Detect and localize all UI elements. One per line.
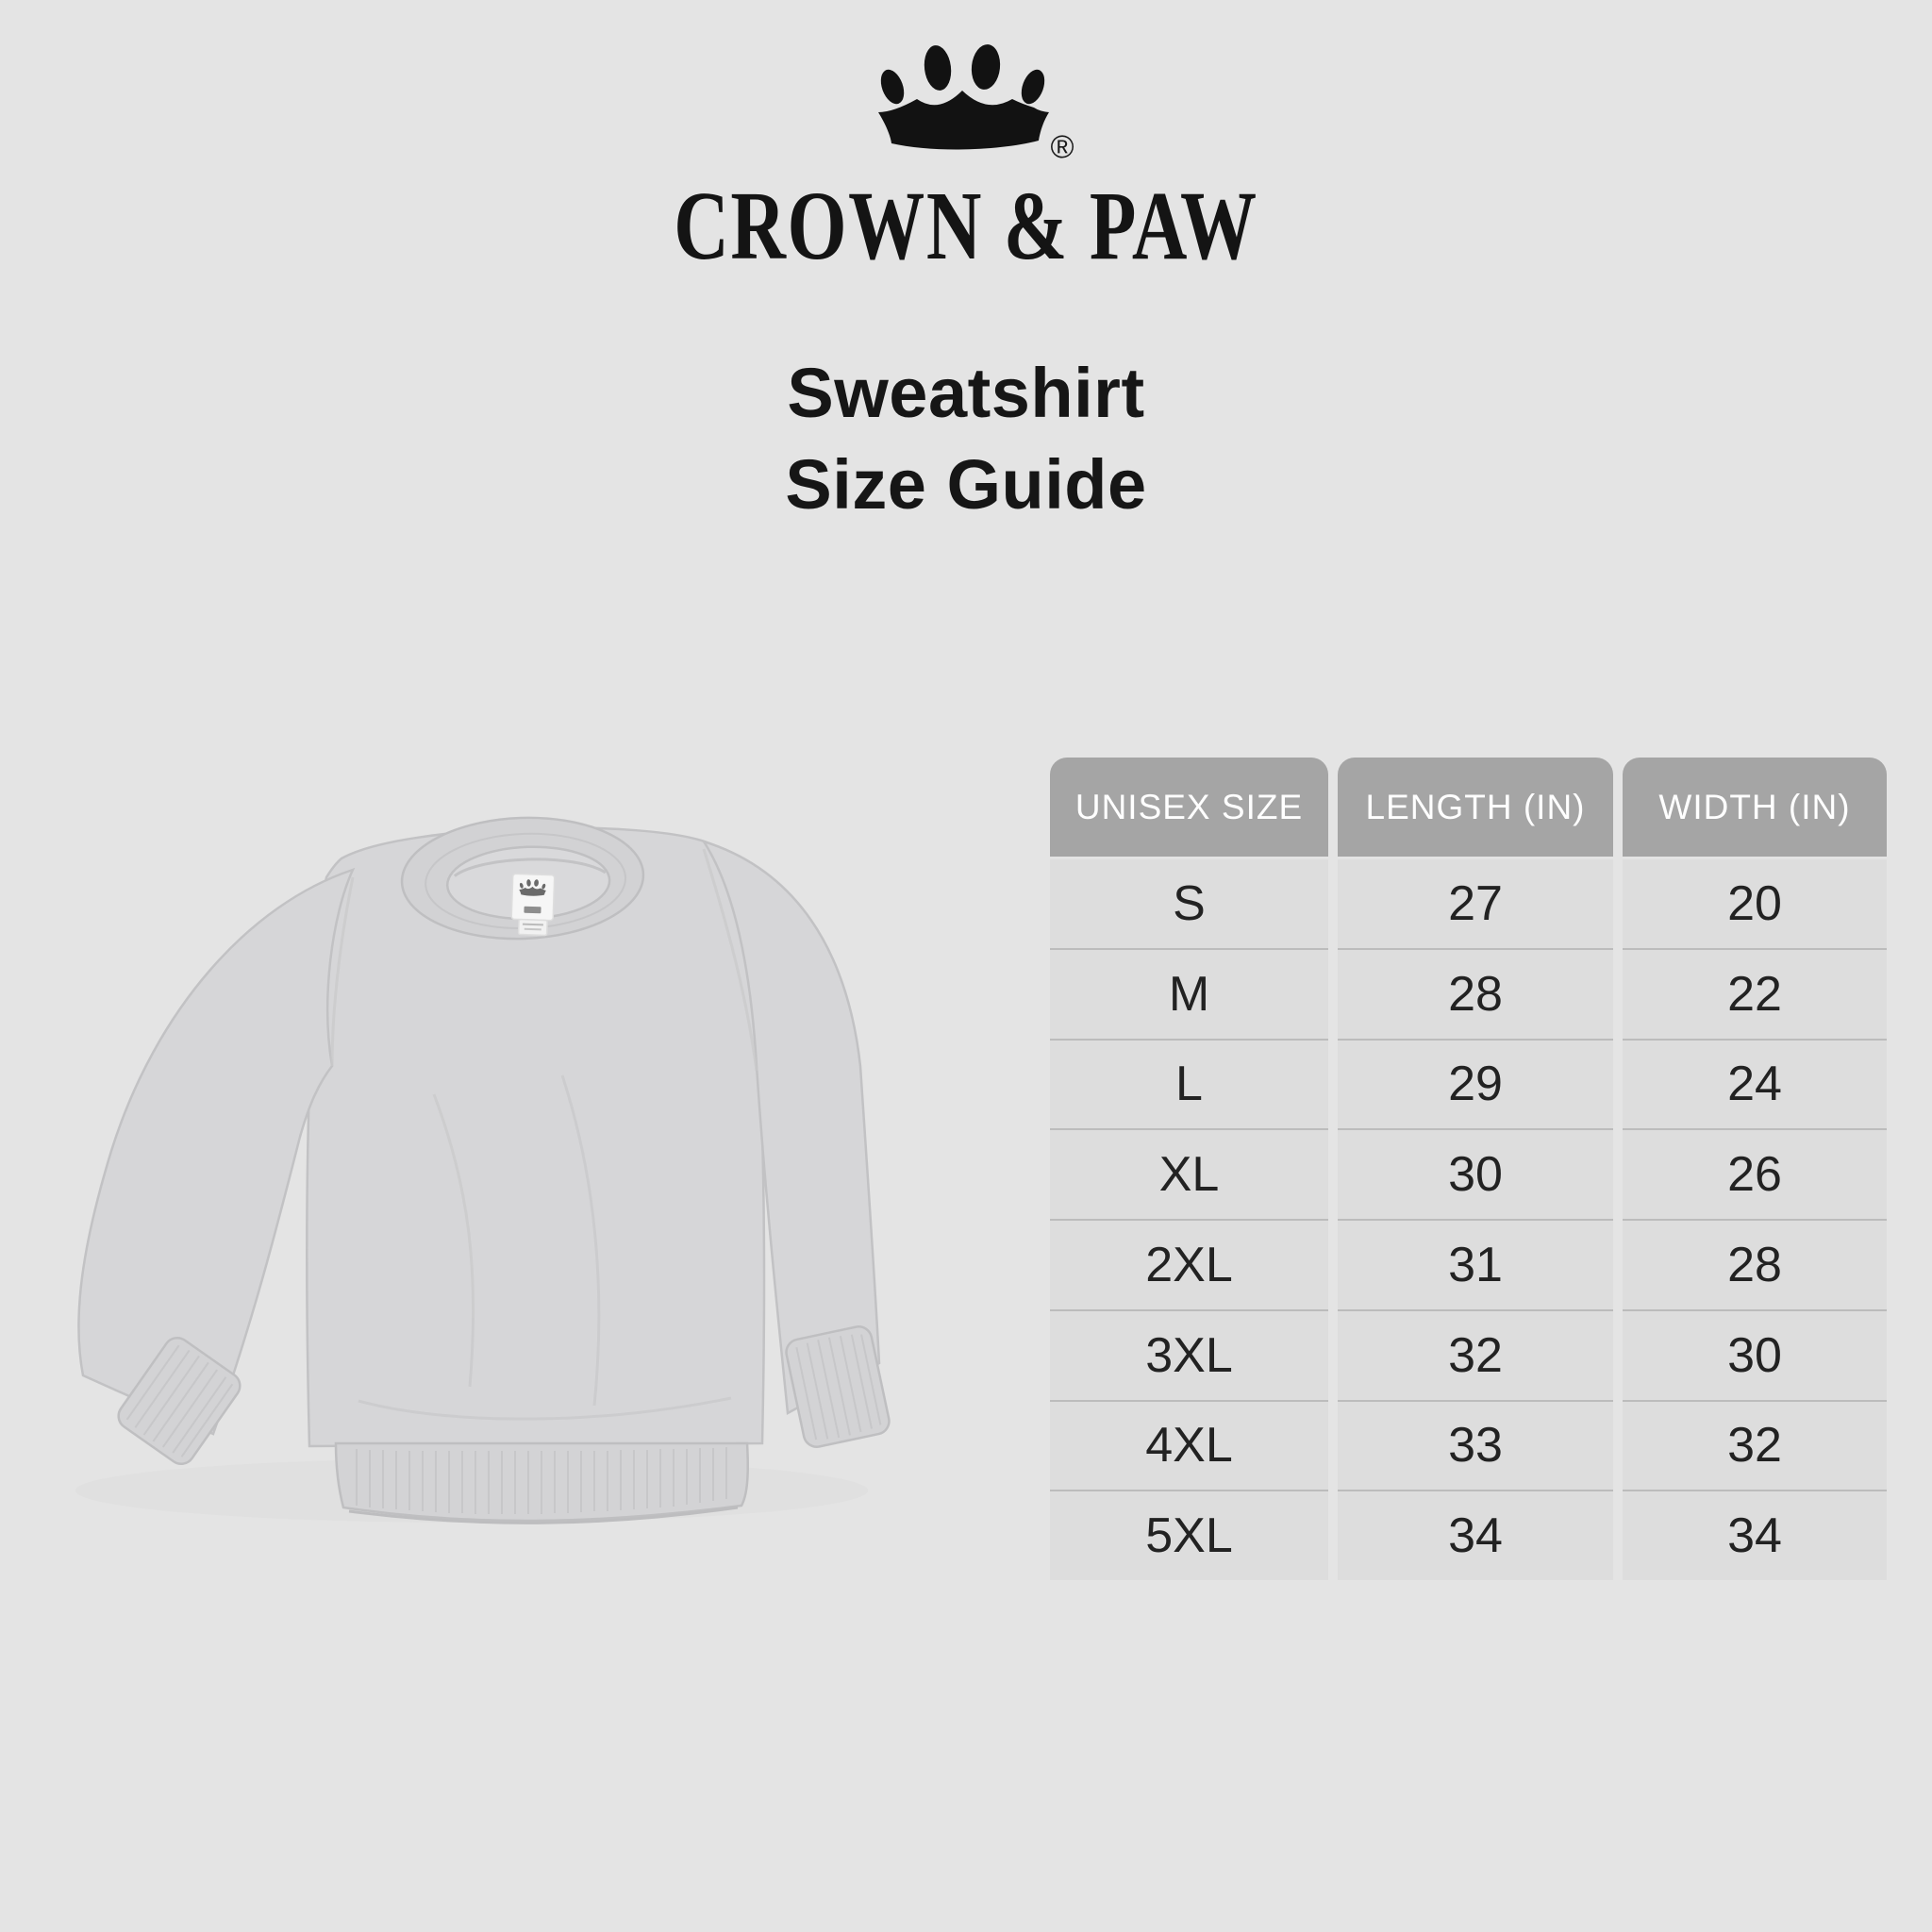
size-cell: S [1050, 859, 1328, 948]
length-cell: 29 [1338, 1038, 1613, 1129]
registered-mark: ® [1050, 129, 1074, 165]
paw-toe-inner-left [924, 45, 952, 91]
size-cell: 3XL [1050, 1308, 1328, 1400]
length-cell: 34 [1338, 1490, 1613, 1580]
size-table: UNISEX SIZE S M L XL 2XL 3XL 4XL 5XL LEN… [1050, 758, 1887, 1580]
sweatshirt-illustration [75, 816, 891, 1524]
waistband [334, 1441, 749, 1524]
length-cell: 27 [1338, 859, 1613, 948]
right-sleeve [701, 839, 881, 1415]
crease-line [432, 1093, 475, 1388]
crown-paw-icon: ® [878, 44, 1074, 165]
collar-inner-shadow [453, 858, 607, 877]
size-cell: 2XL [1050, 1219, 1328, 1309]
length-cell: 31 [1338, 1219, 1613, 1309]
paw-toe-outer-left [880, 69, 905, 105]
width-cell: 30 [1623, 1308, 1887, 1400]
brand-logo: ® [848, 38, 1086, 166]
paw-toe-outer-right [1021, 69, 1045, 105]
tag-crown-icon [519, 879, 546, 896]
width-cell: 34 [1623, 1490, 1887, 1580]
length-cell: 30 [1338, 1128, 1613, 1219]
paw-toe-inner-right [971, 44, 1001, 90]
crown-shape [878, 91, 1049, 150]
hem-line [348, 1506, 739, 1524]
neck-tag [510, 873, 556, 937]
size-cell: XL [1050, 1128, 1328, 1219]
size-cell: 5XL [1050, 1490, 1328, 1580]
width-cell: 26 [1623, 1128, 1887, 1219]
size-column: UNISEX SIZE S M L XL 2XL 3XL 4XL 5XL [1050, 758, 1328, 1580]
right-cuff [785, 1325, 891, 1448]
product-image [28, 783, 906, 1538]
crease-line [358, 1396, 732, 1421]
crease-line [560, 1074, 601, 1407]
length-cell: 32 [1338, 1308, 1613, 1400]
width-column: WIDTH (IN) 20 22 24 26 28 30 32 34 [1623, 758, 1887, 1580]
tag-text-mark [524, 906, 541, 914]
left-cuff [117, 1336, 242, 1466]
width-cell: 20 [1623, 859, 1887, 948]
page-title-line2: Size Guide [785, 445, 1147, 524]
column-header-width: WIDTH (IN) [1623, 758, 1887, 857]
width-cell: 28 [1623, 1219, 1887, 1309]
width-cell: 24 [1623, 1038, 1887, 1129]
page-title-line1: Sweatshirt [787, 354, 1145, 432]
armhole-seam-left [330, 876, 355, 1067]
armhole-seam-right [702, 848, 758, 1072]
width-cell: 22 [1623, 947, 1887, 1039]
neck-tag-size-tab [517, 918, 548, 937]
brand-name: CROWN & PAW [674, 172, 1258, 280]
size-cell: M [1050, 947, 1328, 1039]
column-header-length: LENGTH (IN) [1338, 758, 1613, 857]
length-cell: 33 [1338, 1399, 1613, 1491]
length-column: LENGTH (IN) 27 28 29 30 31 32 33 34 [1338, 758, 1613, 1580]
column-header-unisex-size: UNISEX SIZE [1050, 758, 1328, 857]
width-cell: 32 [1623, 1399, 1887, 1491]
page-title: Sweatshirt Size Guide [0, 347, 1932, 530]
size-cell: L [1050, 1038, 1328, 1129]
size-cell: 4XL [1050, 1399, 1328, 1491]
length-cell: 28 [1338, 947, 1613, 1039]
